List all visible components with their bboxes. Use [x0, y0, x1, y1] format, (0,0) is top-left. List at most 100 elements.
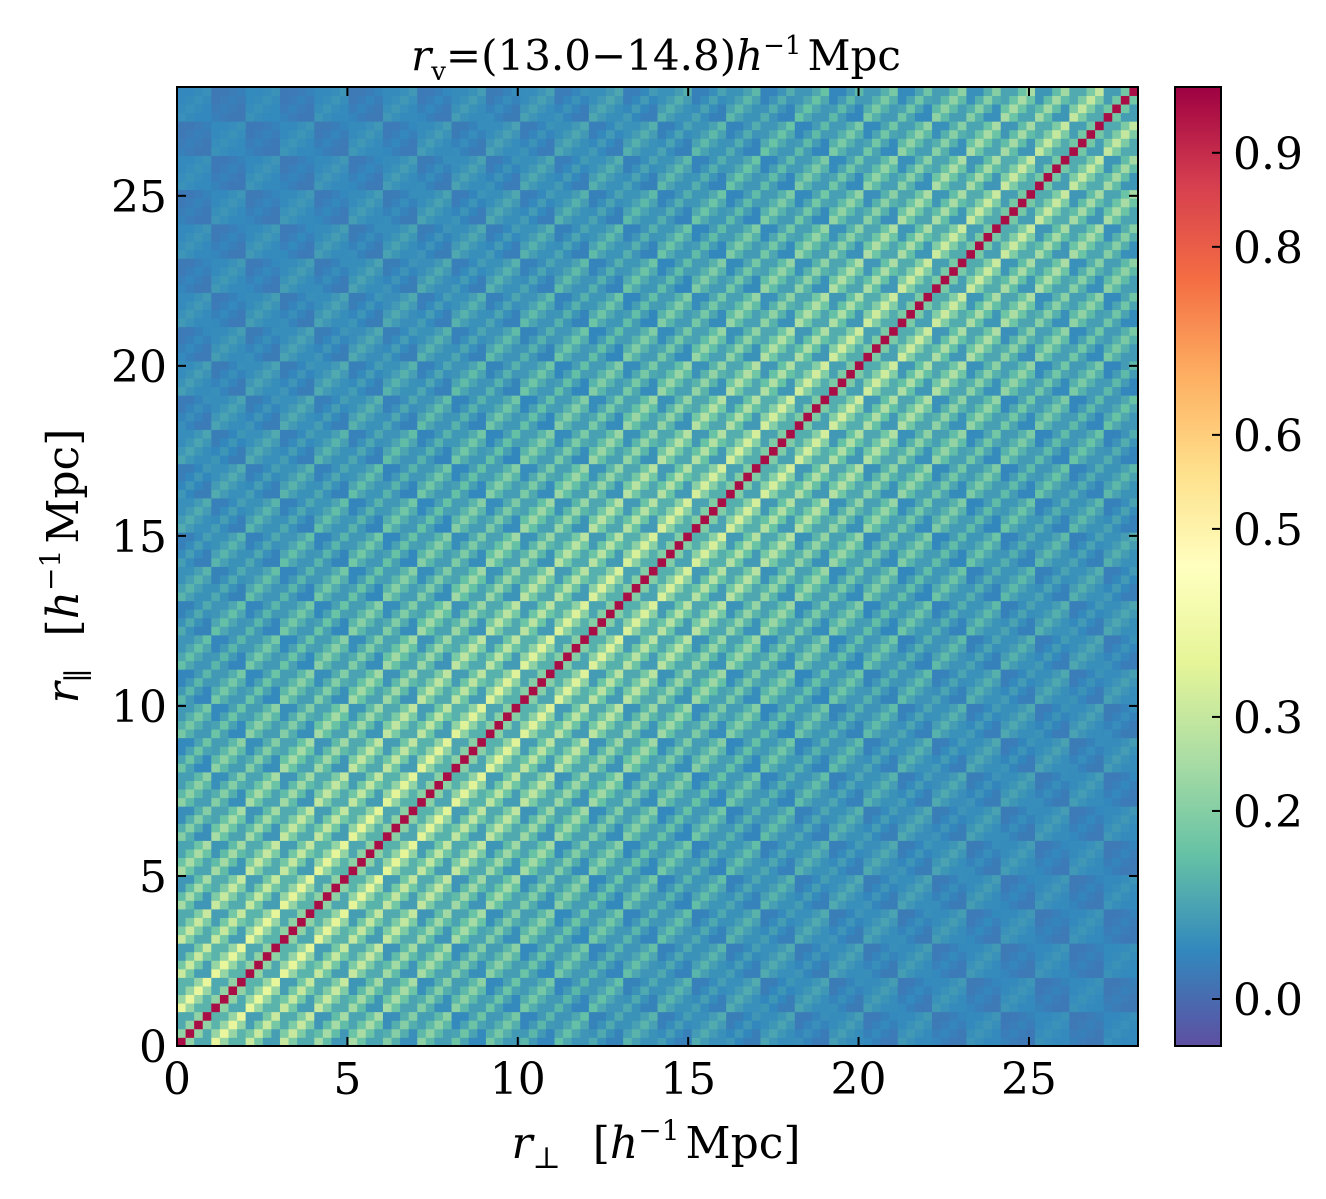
heatmap-cell [442, 652, 452, 662]
heatmap-cell [211, 343, 221, 353]
heatmap-cell [202, 617, 212, 627]
heatmap-cell [485, 129, 495, 139]
heatmap-cell [237, 720, 247, 730]
heatmap-cell [460, 292, 470, 302]
heatmap-cell [391, 686, 401, 696]
heatmap-cell [503, 198, 513, 208]
heatmap-cell [400, 934, 410, 944]
heatmap-cell [254, 232, 264, 242]
heatmap-cell [211, 412, 221, 422]
heatmap-cell [434, 301, 444, 311]
heatmap-cell [340, 943, 350, 953]
heatmap-cell [237, 831, 247, 841]
heatmap-cell [348, 703, 358, 713]
heatmap-cell [460, 772, 470, 781]
heatmap-cell [425, 874, 435, 884]
heatmap-cell [288, 720, 298, 730]
heatmap-cell [485, 712, 495, 722]
heatmap-cell [460, 652, 470, 662]
heatmap-cell [297, 361, 307, 370]
heatmap-cell [322, 994, 332, 1004]
heatmap-cell [211, 198, 221, 208]
heatmap-cell [545, 891, 555, 901]
heatmap-cell [554, 823, 564, 833]
heatmap-cell [348, 1003, 358, 1013]
heatmap-cell [434, 686, 444, 696]
heatmap-cell [374, 635, 384, 644]
heatmap-cell [503, 420, 513, 430]
heatmap-cell [211, 472, 221, 482]
heatmap-cell [451, 831, 461, 841]
heatmap-cell [374, 557, 384, 567]
heatmap-cell [417, 429, 427, 439]
heatmap-cell [520, 164, 530, 174]
heatmap-cell [400, 926, 410, 936]
heatmap-cell [494, 617, 504, 627]
heatmap-cell [391, 215, 401, 225]
heatmap-cell [494, 566, 504, 576]
heatmap-cell [348, 772, 358, 781]
heatmap-cell [305, 232, 315, 242]
heatmap-cell [408, 1020, 418, 1030]
heatmap-cell [297, 112, 307, 122]
heatmap-cell [477, 857, 487, 867]
heatmap-cell [477, 823, 487, 833]
heatmap-cell [348, 429, 358, 439]
heatmap-cell [434, 87, 444, 96]
heatmap-cell [451, 686, 461, 696]
heatmap-cell [391, 155, 401, 165]
heatmap-cell [340, 361, 350, 370]
heatmap-cell [503, 446, 513, 456]
heatmap-cell [554, 506, 564, 516]
heatmap-cell [494, 318, 504, 328]
heatmap-cell [554, 780, 564, 790]
heatmap-cell [451, 403, 461, 413]
heatmap-cell [494, 112, 504, 122]
heatmap-cell [417, 592, 427, 602]
heatmap-cell [279, 378, 289, 388]
heatmap-cell [425, 600, 435, 610]
heatmap-cell [400, 266, 410, 276]
heatmap-cell [271, 643, 281, 653]
heatmap-cell [545, 797, 555, 807]
heatmap-cell [357, 472, 367, 482]
heatmap-cell [442, 977, 452, 987]
heatmap-cell [245, 934, 255, 944]
heatmap-cell [442, 95, 452, 105]
heatmap-cell [442, 515, 452, 525]
heatmap-cell [408, 652, 418, 662]
heatmap-cell [340, 112, 350, 122]
heatmap-cell [520, 241, 530, 251]
heatmap-cell [262, 789, 272, 799]
heatmap-cell [245, 677, 255, 687]
heatmap-cell [194, 1011, 204, 1021]
heatmap-cell [211, 968, 221, 978]
heatmap-cell [503, 737, 513, 747]
heatmap-cell [262, 155, 272, 165]
heatmap-cell [528, 283, 538, 293]
heatmap-cell [451, 266, 461, 276]
heatmap-cell [237, 172, 247, 182]
heatmap-cell [331, 686, 341, 696]
heatmap-cell [417, 772, 427, 781]
heatmap-cell [511, 883, 521, 893]
heatmap-cell [211, 712, 221, 722]
heatmap-cell [237, 198, 247, 208]
heatmap-cell [279, 343, 289, 353]
heatmap-cell [400, 617, 410, 627]
heatmap-cell [374, 831, 384, 841]
heatmap-cell [485, 172, 495, 182]
heatmap-cell [545, 206, 555, 216]
heatmap-cell [528, 557, 538, 567]
heatmap-cell [382, 266, 392, 276]
heatmap-cell [254, 600, 264, 610]
heatmap-cell [219, 840, 229, 850]
heatmap-cell [417, 309, 427, 319]
heatmap-cell [400, 472, 410, 482]
heatmap-cell [374, 780, 384, 790]
heatmap-cell [219, 292, 229, 302]
heatmap-cell [185, 703, 195, 713]
heatmap-cell [314, 575, 324, 585]
heatmap-cell [391, 1020, 401, 1030]
heatmap-cell [340, 968, 350, 978]
